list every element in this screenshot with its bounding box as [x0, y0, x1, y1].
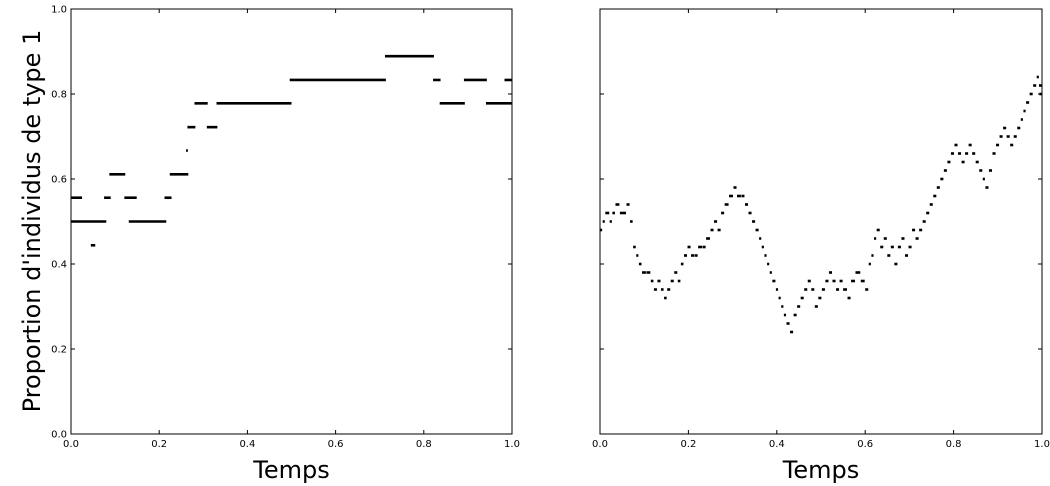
y-tick-label: 0.8 — [51, 90, 67, 101]
x-tick-label: 0.6 — [857, 439, 873, 450]
y-axis-label: Proportion d'individus de type 1 — [18, 30, 46, 413]
x-tick-label: 0.2 — [680, 439, 696, 450]
y-tick-label: 1.0 — [51, 5, 67, 16]
x-axis-label: Temps — [252, 456, 329, 484]
x-tick-label: 0.0 — [592, 439, 608, 450]
left-plot: 0.0 0.2 0.4 0.6 0.8 1.0 0.0 0.2 0.4 0.6 0.8 1.0 Temp… — [51, 5, 520, 485]
x-tick-label: 0.6 — [328, 439, 344, 450]
x-axis-label: Temps — [782, 456, 859, 484]
y-tick-label: 0.0 — [51, 430, 67, 441]
x-tick-label: 0.0 — [63, 439, 79, 450]
plot-frame — [599, 8, 1043, 435]
x-tick-label: 0.4 — [769, 439, 785, 450]
y-tick-label: 0.2 — [51, 345, 67, 356]
x-tick-label: 0.8 — [946, 439, 962, 450]
x-tick-label: 0.4 — [239, 439, 255, 450]
right-plot: 0.0 0.2 0.4 0.6 0.8 1.0 Temps — [592, 8, 1050, 484]
x-tick-label: 1.0 — [1034, 439, 1050, 450]
x-tick-label: 0.8 — [416, 439, 432, 450]
y-tick-label: 0.6 — [51, 175, 67, 186]
y-tick-label: 0.4 — [51, 260, 67, 271]
x-tick-label: 0.2 — [151, 439, 167, 450]
x-tick-label: 1.0 — [504, 439, 520, 450]
